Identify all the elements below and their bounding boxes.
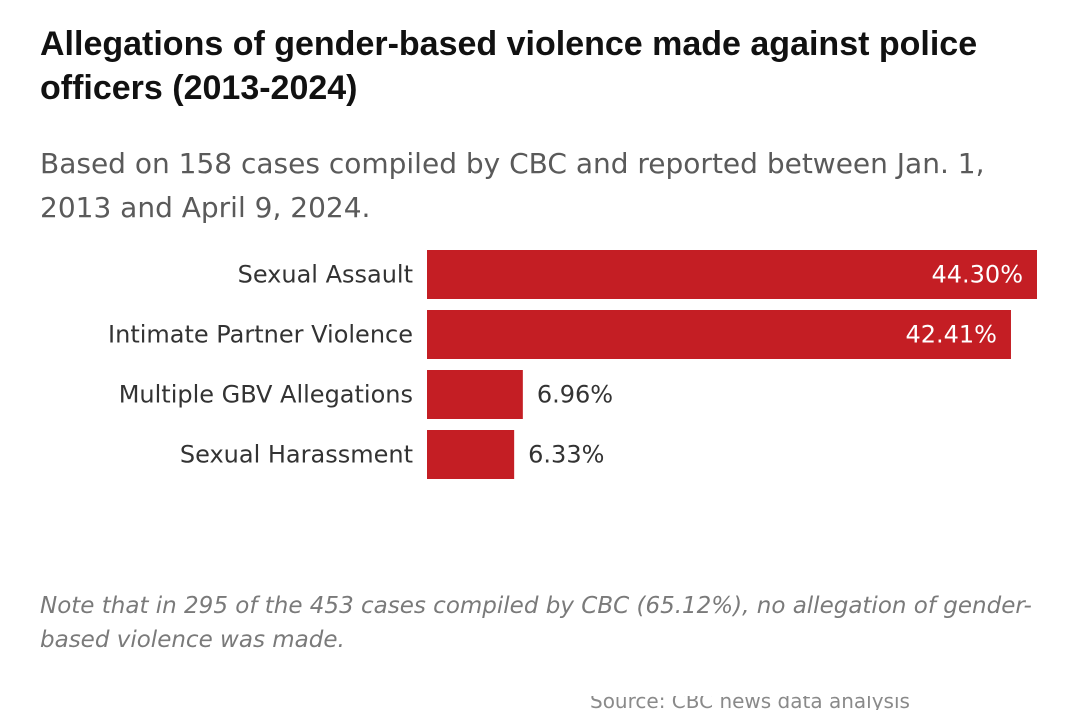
category-label: Sexual Assault bbox=[238, 261, 413, 289]
footnote: Note that in 295 of the 453 cases compil… bbox=[40, 593, 1032, 653]
bar bbox=[427, 430, 515, 479]
bar bbox=[427, 250, 1037, 299]
bar bbox=[427, 370, 523, 419]
value-label: 6.33% bbox=[528, 441, 604, 469]
source-line-clip: Source: CBC news data analysis bbox=[590, 696, 1040, 710]
chart-subtitle: Based on 158 cases compiled by CBC and r… bbox=[40, 147, 985, 224]
bar bbox=[427, 310, 1011, 359]
category-label: Sexual Harassment bbox=[180, 441, 413, 469]
chart-title: Allegations of gender-based violence mad… bbox=[40, 25, 978, 107]
bar-chart: Sexual Assault 44.30% Intimate Partner Vio… bbox=[108, 250, 1037, 479]
value-label: 44.30% bbox=[931, 261, 1023, 289]
category-label: Multiple GBV Allegations bbox=[119, 381, 413, 409]
source-text: Source: CBC news data analysis bbox=[590, 696, 910, 710]
category-label: Intimate Partner Violence bbox=[108, 321, 413, 349]
value-label: 42.41% bbox=[905, 321, 997, 349]
value-label: 6.96% bbox=[537, 381, 613, 409]
